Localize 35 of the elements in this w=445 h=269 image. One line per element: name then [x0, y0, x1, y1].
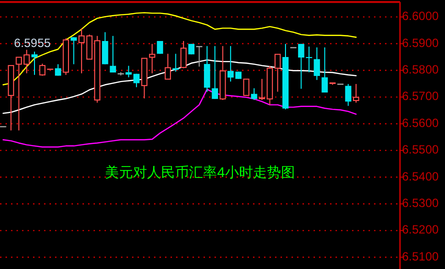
candlestick [126, 65, 132, 78]
candlestick [352, 83, 360, 104]
text: 美元对人民币汇率4小时走势图 [105, 164, 295, 180]
y-tick-label: 6.5800 [402, 62, 440, 77]
candlestick [212, 46, 218, 100]
y-tick-label: 6.5400 [402, 169, 440, 184]
candlestick [227, 46, 234, 82]
candlestick [149, 43, 156, 74]
y-tick-label: 6.5600 [402, 116, 440, 130]
candlestick [345, 83, 352, 106]
annotation: 6.5955 [14, 36, 52, 50]
line-series [2, 88, 357, 148]
candlestick [314, 46, 320, 80]
candlestick [110, 35, 116, 73]
candlestick [70, 36, 77, 65]
candlestick [243, 78, 250, 96]
y-tick-label: 6.5700 [402, 89, 440, 104]
y-tick-label: 6.5500 [402, 142, 440, 157]
candlestick [78, 28, 85, 74]
candlestick [133, 73, 140, 88]
candlestick [31, 51, 38, 76]
candlestick [156, 40, 164, 54]
candlestick [172, 53, 179, 72]
candlestick [204, 46, 210, 92]
candlestick [251, 88, 258, 100]
candlestick [322, 46, 328, 94]
y-tick-label: 6.5300 [402, 196, 440, 210]
candlestick [164, 53, 171, 80]
y-tick-label: 6.5900 [402, 36, 440, 50]
y-tick-label: 6.5200 [402, 222, 440, 237]
line-series [2, 12, 357, 86]
candlestick [102, 32, 108, 65]
y-tick-label: 6.5100 [402, 249, 440, 264]
y-tick-label: 6.6000 [402, 9, 440, 24]
candlestick [180, 40, 187, 69]
